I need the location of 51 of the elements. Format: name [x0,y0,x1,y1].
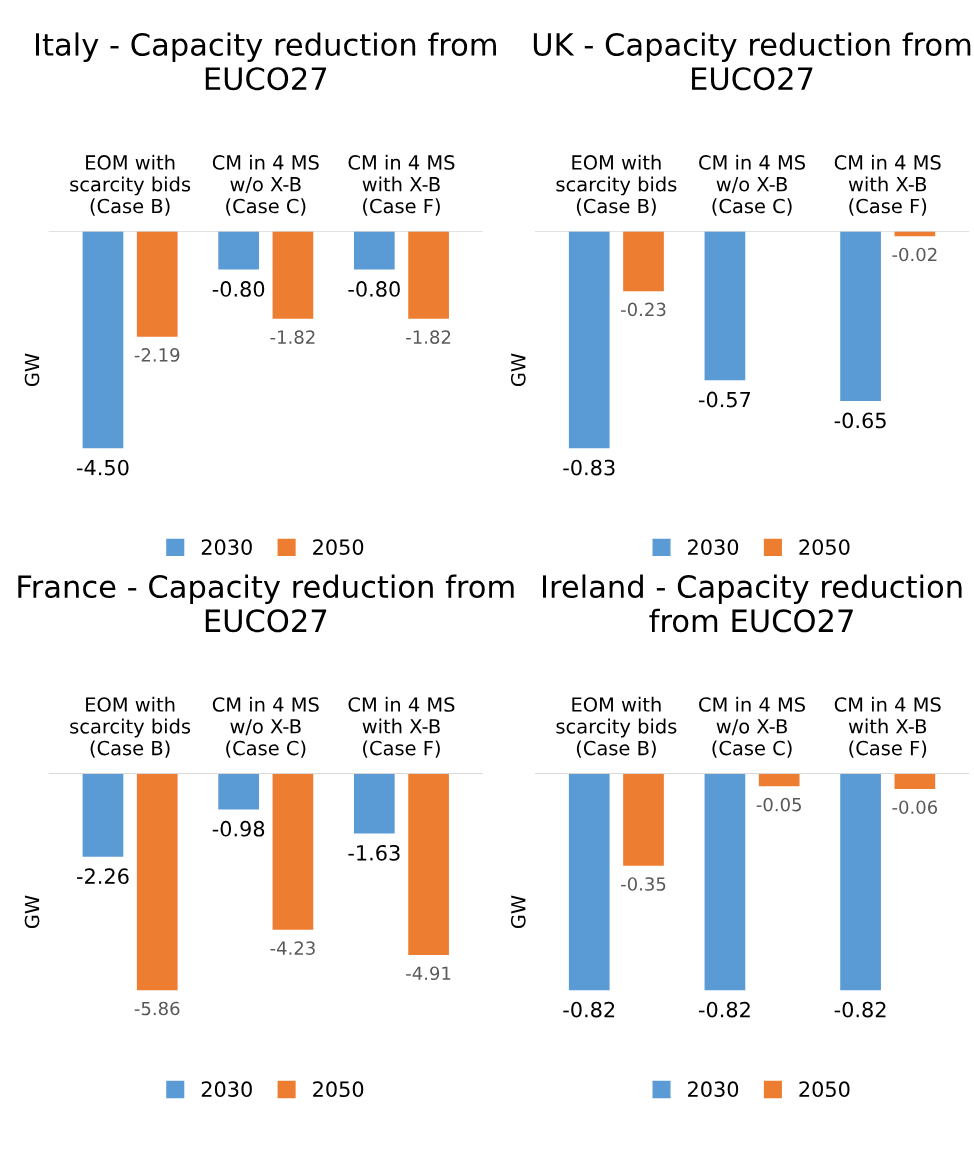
chart-title: UK - Capacity reduction from EUCO27 [533,32,971,91]
data-label: -0.80 [212,281,265,297]
data-label: -4.91 [406,966,451,981]
legend-label: 2050 [799,1081,850,1098]
x-tick-label: CM in 4 MS with X-B (Case F) [348,154,455,216]
data-label: -1.82 [270,330,315,344]
data-label: -0.23 [621,302,666,317]
y-axis-title: GW [24,895,40,929]
x-tick-label: CM in 4 MS w/o X-B (Case C) [699,696,806,758]
y-axis-title: GW [510,895,526,929]
legend-label: 2050 [313,539,364,555]
x-tick-label: CM in 4 MS with X-B (Case F) [348,696,455,758]
chart-title: Italy - Capacity reduction from EUCO27 [36,32,496,91]
data-label: -0.65 [834,412,886,429]
data-label: -5.86 [134,1001,180,1016]
x-tick-label: EOM with scarcity bids (Case B) [556,154,677,216]
legend-label: 2030 [201,539,252,555]
x-tick-label: CM in 4 MS with X-B (Case F) [834,154,941,216]
data-label: -0.82 [563,1001,615,1018]
chart-title: Ireland - Capacity reduction from EUCO27 [542,574,962,633]
data-label: -0.82 [698,1001,750,1018]
y-axis-title: GW [510,353,526,387]
y-axis-title: GW [24,353,40,387]
data-label: -1.63 [348,844,400,861]
data-label: -1.82 [406,330,451,344]
data-label: -4.50 [77,459,129,476]
data-label: -4.23 [270,941,315,955]
data-label: -0.82 [834,1001,886,1018]
x-tick-label: EOM with scarcity bids (Case B) [70,696,191,758]
legend-label: 2030 [688,1081,739,1098]
x-tick-label: CM in 4 MS w/o X-B (Case C) [212,696,319,758]
chart-title: France - Capacity reduction from EUCO27 [18,574,514,633]
data-label: -0.80 [348,281,400,297]
x-tick-label: EOM with scarcity bids (Case B) [556,696,677,758]
legend-label: 2030 [201,1081,252,1098]
data-label: -2.19 [134,348,180,362]
data-label: -0.98 [212,820,265,837]
data-label: -2.26 [77,868,129,885]
data-label: -0.35 [621,877,666,891]
data-label: -0.57 [698,391,751,408]
x-tick-label: CM in 4 MS w/o X-B (Case C) [212,154,319,216]
x-tick-label: CM in 4 MS w/o X-B (Case C) [699,154,806,216]
x-tick-label: CM in 4 MS with X-B (Case F) [834,696,941,758]
data-label: -0.02 [892,247,937,262]
data-label: -0.06 [892,800,938,815]
x-tick-label: EOM with scarcity bids (Case B) [70,154,191,216]
data-label: -0.83 [563,459,615,476]
legend-label: 2050 [799,539,850,555]
legend-label: 2050 [313,1081,364,1098]
legend-label: 2030 [688,539,739,555]
data-label: -0.05 [756,797,801,812]
